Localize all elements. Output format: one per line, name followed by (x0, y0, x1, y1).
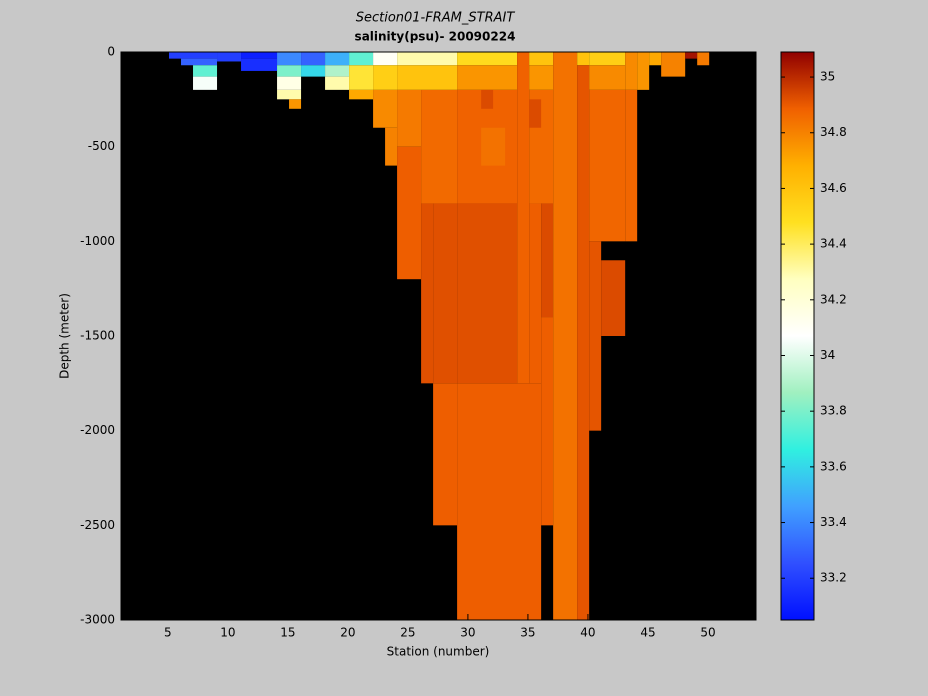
cell (577, 65, 590, 620)
cell (541, 317, 554, 526)
cell (301, 52, 326, 66)
cell (637, 52, 650, 90)
cell (349, 89, 374, 100)
cell (349, 52, 374, 66)
x-tick-label: 35 (520, 626, 535, 640)
cell (289, 99, 302, 109)
cell (553, 52, 578, 620)
cell (277, 52, 302, 66)
cell (325, 52, 350, 66)
cell (625, 52, 638, 90)
y-tick-label: -3000 (80, 613, 115, 627)
cell (625, 89, 638, 242)
cell (589, 241, 602, 431)
cell (277, 89, 302, 100)
cell (433, 383, 458, 526)
cell (457, 65, 518, 90)
colorbar-tick-label: 33.8 (820, 404, 847, 418)
cell (541, 203, 554, 318)
cell (373, 52, 398, 66)
x-tick-label: 10 (220, 626, 235, 640)
cell (457, 203, 518, 384)
cell (241, 58, 278, 71)
cell (373, 89, 398, 128)
cell (517, 52, 530, 384)
cell (649, 52, 662, 66)
x-axis-label: Station (number) (387, 645, 490, 659)
colorbar-tick-label: 33.4 (820, 515, 847, 529)
cell (217, 52, 242, 62)
cell (529, 65, 554, 90)
cell (397, 52, 458, 66)
cell (181, 58, 218, 66)
y-tick-label: -500 (88, 139, 115, 153)
cell (241, 52, 278, 59)
chart-title: Section01-FRAM_STRAIT (356, 11, 516, 26)
cell (373, 65, 398, 90)
cell (397, 89, 422, 147)
cell (385, 127, 398, 166)
y-axis-label: Depth (meter) (58, 293, 72, 379)
cell (433, 203, 458, 384)
cell (169, 52, 218, 59)
cell (577, 52, 590, 66)
cell (421, 89, 458, 204)
cell (277, 65, 302, 77)
cell (529, 99, 542, 128)
x-tick-label: 40 (580, 626, 595, 640)
y-tick-label: -2000 (80, 423, 115, 437)
colorbar-tick-label: 34.4 (820, 237, 847, 251)
cell (457, 383, 542, 620)
x-tick-label: 50 (700, 626, 715, 640)
y-tick-label: -1500 (80, 329, 115, 343)
cell (421, 203, 434, 384)
cell (325, 65, 350, 77)
colorbar-tick-label: 33.6 (820, 459, 847, 473)
cell (325, 76, 350, 90)
y-tick-label: -1000 (80, 234, 115, 248)
colorbar-tick-label: 34 (820, 348, 835, 362)
y-tick-label: -2500 (80, 518, 115, 532)
chart-subtitle: salinity(psu)- 20090224 (355, 30, 516, 44)
cell (589, 89, 626, 242)
cell (397, 65, 458, 90)
colorbar-tick-label: 35 (820, 70, 835, 84)
colorbar-tick-label: 34.8 (820, 125, 847, 139)
cell (277, 76, 302, 90)
cell (301, 65, 326, 77)
cell (397, 146, 422, 280)
cell (589, 65, 626, 90)
x-tick-label: 30 (460, 626, 475, 640)
x-tick-label: 25 (400, 626, 415, 640)
cell (481, 89, 494, 109)
colorbar-tick-label: 34.2 (820, 292, 847, 306)
x-tick-label: 20 (340, 626, 355, 640)
colorbar (780, 51, 815, 621)
cell (193, 65, 218, 77)
y-tick-label: 0 (107, 45, 115, 59)
cell (589, 52, 626, 66)
x-tick-label: 45 (640, 626, 655, 640)
cell (697, 52, 710, 66)
colorbar-tick-label: 34.6 (820, 181, 847, 195)
x-tick-label: 5 (164, 626, 172, 640)
cell (481, 127, 506, 166)
cell (529, 52, 554, 66)
colorbar-tick-label: 33.2 (820, 571, 847, 585)
x-tick-label: 15 (280, 626, 295, 640)
cell (601, 260, 626, 336)
cell (529, 203, 542, 384)
cell (685, 52, 698, 59)
cell (661, 52, 686, 77)
cell (457, 52, 518, 66)
cell (193, 76, 218, 90)
cell (349, 65, 374, 90)
